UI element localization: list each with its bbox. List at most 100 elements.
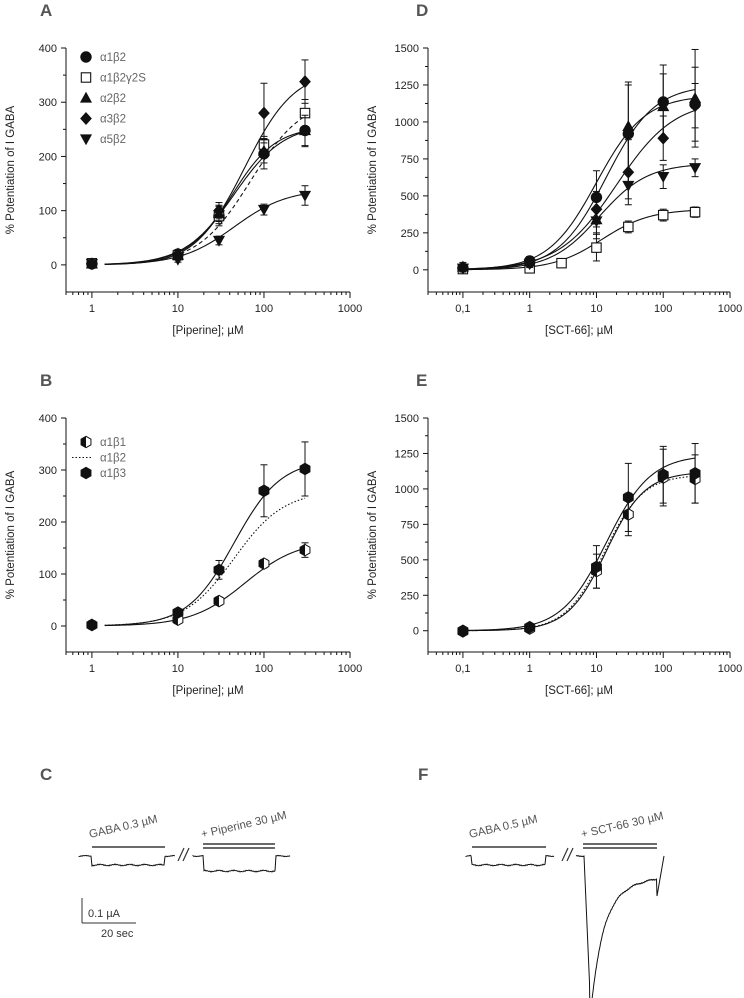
legend-marker (80, 72, 92, 83)
y-axis-label: % Potentiation of I GABA (5, 470, 17, 599)
fit-curve-4 (104, 193, 306, 265)
chart-b: 0 100 200 300 400 1 10 100 1000 [Piperine]; µM % P… (5, 413, 362, 697)
y-tick-label: 1250 (395, 448, 419, 460)
y-axis-label: % Potentiation of I GABA (367, 105, 379, 234)
y-tick-label: 100 (39, 206, 57, 218)
fit-curve-0 (458, 472, 696, 632)
scale-bar-current-label: 0.1 µA (88, 908, 121, 920)
x-tick-label: 100 (255, 303, 273, 315)
legend-marker (80, 112, 92, 125)
x-tick-label: 1000 (718, 663, 742, 675)
data-point (258, 106, 270, 120)
data-point (457, 624, 469, 638)
panel-label-c: C (40, 765, 52, 784)
x-tick-label: 0,1 (455, 663, 470, 675)
y-tick-label: 750 (401, 519, 419, 531)
y-tick-label: 250 (401, 228, 419, 240)
y-tick-label: 0 (51, 621, 57, 633)
data-point (172, 606, 184, 619)
scale-bar: 0.1 µA 20 sec (81, 898, 136, 940)
data-point (213, 563, 225, 577)
fit-curve-3 (458, 109, 696, 270)
current-trace-f-drug (575, 854, 665, 998)
x-tick-label: 1 (89, 663, 95, 675)
data-point (657, 171, 670, 183)
legend-label: α1β2γ2S (100, 73, 146, 85)
y-tick-label: 400 (39, 413, 57, 425)
legend-marker-half (81, 436, 86, 448)
fit-curve-2 (104, 466, 306, 626)
data-point (657, 468, 669, 482)
data-point (591, 560, 602, 574)
data-point (524, 620, 536, 634)
axis-break-f-1 (561, 847, 569, 862)
fit-curve-0 (104, 547, 306, 627)
axis-break-f-2 (566, 847, 574, 862)
fit-curve-3 (104, 85, 306, 265)
legend-marker (80, 51, 92, 63)
panel-label-b: B (40, 371, 52, 390)
y-tick-label: 400 (39, 43, 57, 55)
data-point (623, 221, 634, 233)
scale-bar-time-label: 20 sec (101, 928, 134, 940)
legend-label: α5β2 (100, 134, 126, 146)
fit-curve-4 (458, 164, 696, 271)
data-point-half (623, 508, 629, 521)
legend-label: α1β2 (100, 453, 126, 465)
data-point (257, 144, 271, 156)
y-tick-label: 0 (413, 265, 419, 277)
data-point (258, 484, 270, 498)
x-tick-label: 100 (255, 663, 273, 675)
y-tick-label: 100 (39, 569, 57, 581)
y-tick-label: 0 (413, 626, 419, 638)
trace-f-label-gaba: GABA 0.5 µM (468, 814, 539, 841)
data-point (556, 257, 567, 269)
trace-panel-f: GABA 0.5 µM + SCT-66 30 µM (465, 810, 665, 998)
data-point (298, 124, 312, 136)
current-trace-c-drug (192, 854, 291, 873)
fit-curve-1 (104, 115, 306, 265)
legend-label: α1β1 (100, 437, 126, 449)
data-point (298, 190, 312, 202)
legend-marker (79, 134, 93, 146)
current-trace-f-gaba (465, 854, 555, 867)
data-point (299, 462, 311, 476)
chart-d: 0 250 500 750 1000 1250 1500 0,1 1 10 100 1000 [SCT-… (367, 43, 742, 337)
panel-label-a: A (40, 1, 52, 20)
x-tick-label: 1000 (338, 663, 362, 675)
current-trace-c-gaba (78, 854, 176, 867)
data-point (689, 467, 701, 480)
chart-a: 0 100 200 300 400 1 10 100 1000 [Piperine]; µM % P… (5, 43, 362, 337)
x-tick-label: 1000 (338, 303, 362, 315)
data-point (523, 259, 536, 271)
data-point-half (300, 544, 306, 556)
legend-label: α3β2 (100, 114, 126, 126)
panel-label-d: D (416, 1, 428, 20)
x-tick-label: 10 (172, 663, 184, 675)
axis-break-c-1 (177, 847, 185, 862)
legend-label: α2β2 (100, 93, 126, 105)
data-point (689, 206, 701, 218)
legend-marker (80, 466, 92, 480)
fit-curve-1 (458, 209, 696, 271)
data-point-half (259, 557, 264, 570)
fit-curve-0 (104, 131, 306, 265)
data-point (212, 235, 226, 247)
y-tick-label: 200 (39, 517, 57, 529)
data-point (689, 163, 702, 175)
x-axis-label: [Piperine]; µM (172, 685, 243, 697)
fit-curve-0 (458, 97, 696, 270)
data-point (85, 259, 98, 271)
x-tick-label: 10 (590, 303, 602, 315)
fit-curve-2 (458, 457, 696, 632)
trace-c-label-gaba: GABA 0.3 µM (88, 814, 159, 841)
y-tick-label: 500 (401, 191, 419, 203)
y-tick-label: 300 (39, 97, 57, 109)
x-axis-label: [SCT-66]; µM (545, 325, 613, 337)
data-point (657, 100, 670, 112)
x-tick-label: 10 (590, 663, 602, 675)
y-axis-label: % Potentiation of I GABA (367, 470, 379, 599)
x-axis-label: [Piperine]; µM (172, 325, 243, 337)
y-tick-label: 200 (39, 151, 57, 163)
trace-c-label-drug: + Piperine 30 µM (200, 810, 288, 841)
